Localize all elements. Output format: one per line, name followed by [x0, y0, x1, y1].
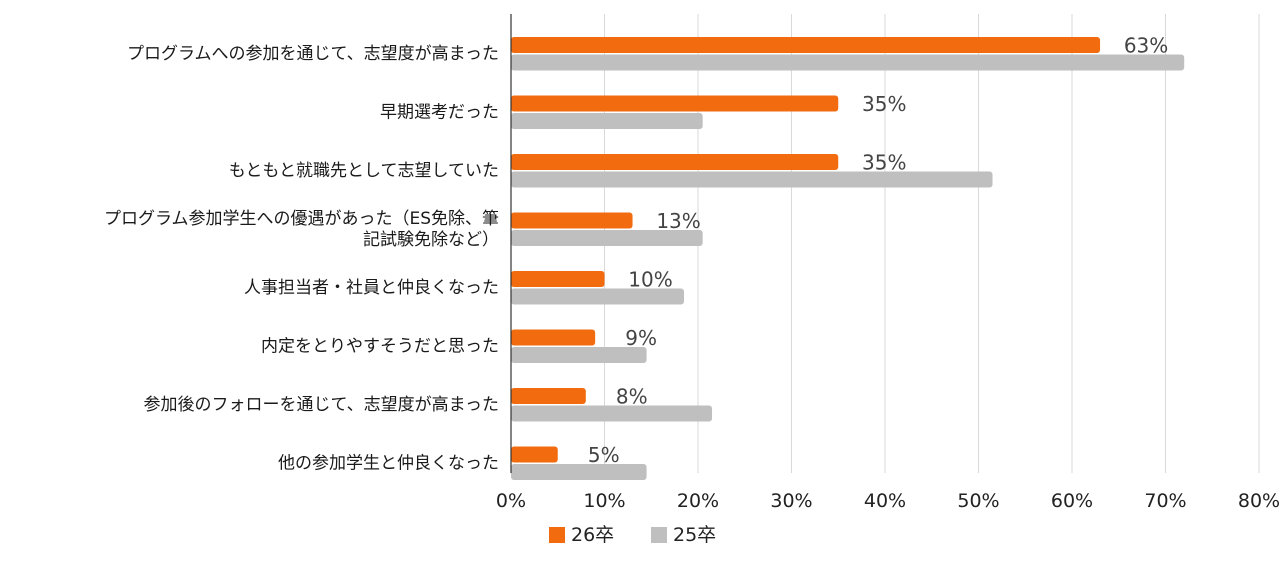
category-label-1: 早期選考だった [380, 102, 499, 122]
category-label-4: 人事担当者・社員と仲良くなった [244, 278, 499, 298]
bar-series1-2 [511, 154, 839, 170]
legend: 26卒 25卒 [549, 524, 716, 546]
gridlines [604, 14, 1260, 473]
bar-series1-5 [511, 329, 596, 346]
bar-series1-6 [511, 388, 586, 404]
bar-series1-3 [511, 212, 633, 229]
category-label-6: 参加後のフォローを通じて、志望度が高まった [144, 395, 499, 415]
data-label-7: 5% [588, 443, 620, 467]
category-label-2: もともと就職先として志望していた [229, 161, 499, 181]
bar-series2-5 [511, 347, 647, 363]
bar-series2-2 [511, 171, 993, 188]
bar-series1-1 [511, 95, 839, 112]
category-label-line: 記試験免除など） [363, 230, 499, 250]
category-label-5: 内定をとりやすそうだと思った [261, 336, 499, 356]
category-label-line: 内定をとりやすそうだと思った [261, 336, 499, 356]
data-label-1: 35% [862, 92, 906, 116]
category-label-line: 参加後のフォローを通じて、志望度が高まった [144, 395, 499, 415]
category-label-7: 他の参加学生と仲良くなった [278, 453, 499, 473]
x-tick-0: 0% [496, 490, 526, 512]
category-label-3: プログラム参加学生への優遇があった（ES免除、筆記試験免除など） [104, 209, 499, 250]
data-label-6: 8% [616, 385, 648, 409]
category-label-line: 人事担当者・社員と仲良くなった [244, 278, 499, 298]
category-label-line: プログラム参加学生への優遇があった（ES免除、筆 [104, 209, 499, 229]
category-labels: プログラムへの参加を通じて、志望度が高まった早期選考だったもともと就職先として志… [104, 44, 499, 474]
x-tick-50: 50% [957, 490, 999, 512]
bar-series2-0 [511, 54, 1185, 71]
x-tick-60: 60% [1051, 490, 1093, 512]
x-tick-10: 10% [583, 490, 625, 512]
data-labels: 63% 35% 35% 13% 10% 9% 8% 5% [588, 34, 1168, 468]
bar-series2-3 [511, 230, 703, 246]
x-tick-30: 30% [770, 490, 812, 512]
category-label-line: 他の参加学生と仲良くなった [278, 453, 499, 473]
x-tick-20: 20% [677, 490, 719, 512]
data-label-2: 35% [862, 151, 906, 175]
x-tick-40: 40% [864, 490, 906, 512]
data-label-5: 9% [625, 326, 657, 350]
legend-label-0: 26卒 [571, 524, 614, 546]
x-tick-70: 70% [1144, 490, 1186, 512]
bar-series1-0 [511, 37, 1101, 53]
category-label-line: 早期選考だった [380, 102, 499, 122]
bar-series1-7 [511, 446, 558, 463]
bar-series2-6 [511, 405, 713, 422]
data-label-3: 13% [656, 209, 700, 233]
bars [511, 37, 1185, 480]
category-label-line: もともと就職先として志望していた [229, 161, 499, 181]
data-label-4: 10% [628, 268, 672, 292]
bar-series2-4 [511, 288, 684, 305]
category-label-line: プログラムへの参加を通じて、志望度が高まった [127, 44, 499, 64]
data-label-0: 63% [1124, 34, 1168, 58]
bar-series1-4 [511, 271, 605, 287]
bar-series2-1 [511, 113, 703, 129]
x-tick-labels: 0% 10% 20% 30% 40% 50% 60% 70% 80% [496, 490, 1280, 512]
bar-series2-7 [511, 464, 647, 480]
x-tick-80: 80% [1238, 490, 1280, 512]
legend-swatch-1 [651, 527, 667, 543]
category-label-0: プログラムへの参加を通じて、志望度が高まった [127, 44, 499, 64]
legend-label-1: 25卒 [673, 524, 716, 546]
legend-swatch-0 [549, 527, 565, 543]
